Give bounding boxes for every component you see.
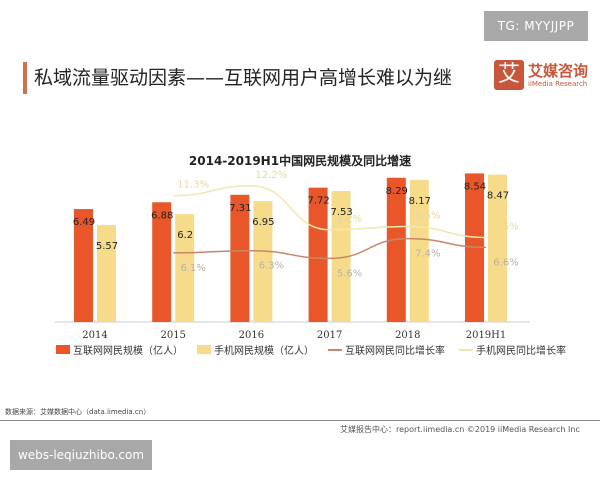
bar-internet — [152, 202, 172, 322]
bar-internet — [74, 209, 93, 322]
logo-subtext: iiMedia Research — [528, 80, 588, 88]
bar-mobile — [253, 201, 273, 322]
divider — [0, 420, 600, 421]
line-data-label: 7.5% — [493, 222, 518, 233]
legend-swatch — [197, 345, 211, 354]
bar-internet — [230, 194, 250, 322]
x-tick-label: 2017 — [317, 330, 342, 341]
line-data-label: 8.5% — [415, 211, 440, 222]
bar-mobile — [97, 225, 116, 322]
bar-data-label: 7.72 — [307, 196, 329, 207]
legend-swatch — [56, 345, 70, 354]
legend-label: 手机网民同比增长率 — [476, 346, 566, 357]
line-data-label: 6.1% — [180, 263, 205, 274]
legend-mobile-line: 手机网民同比增长率 — [459, 342, 566, 357]
footer-text: 艾媒报告中心：report.iimedia.cn ©2019 iiMedia R… — [340, 425, 580, 434]
bar-data-label: 6.88 — [151, 210, 173, 221]
watermark-top: TG: MYYJJPP — [484, 11, 588, 41]
logo-icon: 艾 — [494, 60, 524, 90]
x-tick-label: 2018 — [395, 330, 420, 341]
legend-swatch — [328, 348, 342, 351]
bar-data-label: 8.17 — [409, 196, 431, 207]
line-data-label: 6.3% — [259, 261, 284, 272]
bar-data-label: 7.53 — [330, 207, 352, 218]
bar-data-label: 5.57 — [96, 241, 118, 252]
legend: 互联网网民规模（亿人） 手机网民规模（亿人） 互联网网民同比增长率 手机网民同比… — [56, 342, 566, 357]
title-accent-bar — [23, 62, 27, 94]
bar-data-label: 8.54 — [464, 181, 486, 192]
bar-data-label: 6.2 — [177, 230, 193, 241]
bar-data-label: 6.95 — [252, 217, 274, 228]
bar-data-label: 8.47 — [487, 191, 509, 202]
bar-internet — [308, 187, 328, 322]
legend-swatch — [459, 348, 473, 351]
bar-mobile — [409, 179, 429, 322]
data-source: 数据来源：艾媒数据中心（data.iimedia.cn） — [5, 408, 151, 416]
legend-label: 手机网民规模（亿人） — [214, 346, 314, 357]
x-tick-label: 2016 — [239, 330, 264, 341]
line-data-label: 12.2% — [256, 170, 288, 181]
line-data-label: 5.6% — [337, 268, 362, 279]
logo-text: 艾媒咨询 — [528, 62, 589, 80]
bar-internet — [386, 177, 406, 322]
bar-data-label: 7.31 — [229, 203, 251, 214]
legend-label: 互联网网民同比增长率 — [345, 346, 445, 357]
bar-data-label: 6.49 — [73, 217, 95, 228]
x-tick-label: 2019H1 — [466, 330, 507, 341]
bar-data-label: 8.29 — [386, 186, 408, 197]
chart-title: 2014-2019H1中国网民规模及同比增速 — [188, 154, 412, 168]
legend-label: 互联网网民规模（亿人） — [73, 346, 183, 357]
bar-mobile — [175, 214, 195, 322]
legend-mobile-bar: 手机网民规模（亿人） — [197, 342, 314, 357]
x-tick-label: 2015 — [160, 330, 185, 341]
bar-mobile — [331, 190, 351, 322]
line-data-label: 7.4% — [415, 249, 440, 260]
legend-internet-bar: 互联网网民规模（亿人） — [56, 342, 183, 357]
watermark-bottom: webs-leqiuzhibo.com — [10, 440, 152, 470]
page-title: 私域流量驱动因素——互联网用户高增长难以为继 — [34, 67, 453, 89]
x-tick-label: 2014 — [82, 330, 107, 341]
bar-mobile — [488, 174, 507, 322]
line-data-label: 11.3% — [177, 180, 209, 191]
line-series — [173, 237, 487, 260]
line-data-label: 6.6% — [493, 257, 518, 268]
line-series — [173, 185, 487, 239]
legend-internet-line: 互联网网民同比增长率 — [328, 342, 445, 357]
line-data-label: 8.2% — [337, 214, 362, 225]
